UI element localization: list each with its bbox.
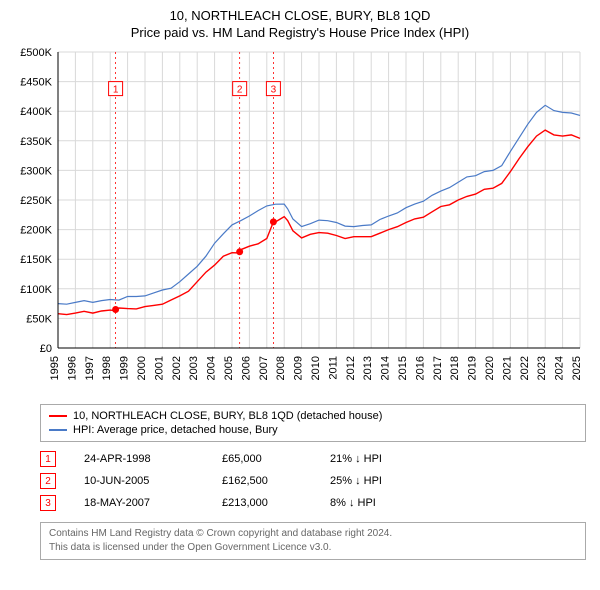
marker-badge-icon: 1 (40, 451, 56, 467)
svg-text:£0: £0 (40, 343, 52, 355)
chart-title: 10, NORTHLEACH CLOSE, BURY, BL8 1QD (0, 0, 600, 23)
svg-text:2001: 2001 (153, 356, 165, 380)
svg-text:2: 2 (237, 85, 243, 96)
svg-text:2009: 2009 (293, 356, 305, 380)
svg-text:2011: 2011 (327, 356, 339, 380)
footer-box: Contains HM Land Registry data © Crown c… (40, 522, 586, 560)
svg-text:£250K: £250K (20, 195, 52, 207)
legend-row: 10, NORTHLEACH CLOSE, BURY, BL8 1QD (det… (49, 409, 577, 423)
svg-text:2015: 2015 (397, 356, 409, 380)
svg-text:2022: 2022 (519, 356, 531, 380)
marker-price: £65,000 (222, 453, 302, 465)
svg-text:3: 3 (271, 85, 277, 96)
svg-text:£350K: £350K (20, 136, 52, 148)
svg-text:2002: 2002 (171, 356, 183, 380)
svg-text:1998: 1998 (101, 356, 113, 380)
chart-subtitle: Price paid vs. HM Land Registry's House … (0, 23, 600, 46)
legend-label: 10, NORTHLEACH CLOSE, BURY, BL8 1QD (det… (73, 410, 382, 422)
svg-text:2005: 2005 (223, 356, 235, 380)
svg-text:£200K: £200K (20, 225, 52, 237)
svg-text:2024: 2024 (554, 356, 566, 380)
svg-text:2008: 2008 (275, 356, 287, 380)
marker-pct: 21% ↓ HPI (330, 453, 420, 465)
svg-text:1996: 1996 (66, 356, 78, 380)
svg-text:£300K: £300K (20, 165, 52, 177)
svg-text:2014: 2014 (380, 356, 392, 380)
svg-text:2010: 2010 (310, 356, 322, 380)
svg-text:2012: 2012 (345, 356, 357, 380)
svg-text:£150K: £150K (20, 254, 52, 266)
marker-row: 1 24-APR-1998 £65,000 21% ↓ HPI (40, 448, 586, 470)
svg-text:£50K: £50K (26, 313, 52, 325)
legend-label: HPI: Average price, detached house, Bury (73, 424, 278, 436)
svg-text:2006: 2006 (240, 356, 252, 380)
legend-row: HPI: Average price, detached house, Bury (49, 423, 577, 437)
svg-text:£500K: £500K (20, 47, 52, 59)
chart-svg: 1 2 3 £0 £50K £100K £150K £200K £250K £300K £350K £… (10, 46, 590, 396)
svg-text:2021: 2021 (501, 356, 513, 380)
marker-price: £213,000 (222, 497, 302, 509)
svg-text:2020: 2020 (484, 356, 496, 380)
svg-text:2018: 2018 (449, 356, 461, 380)
svg-text:2007: 2007 (258, 356, 270, 380)
svg-text:2004: 2004 (206, 356, 218, 380)
svg-text:2000: 2000 (136, 356, 148, 380)
chart-container: 10, NORTHLEACH CLOSE, BURY, BL8 1QD Pric… (0, 0, 600, 590)
marker-row: 2 10-JUN-2005 £162,500 25% ↓ HPI (40, 470, 586, 492)
marker-badge-icon: 3 (40, 495, 56, 511)
marker-date: 18-MAY-2007 (84, 497, 194, 509)
legend-swatch-icon (49, 415, 67, 417)
marker-row: 3 18-MAY-2007 £213,000 8% ↓ HPI (40, 492, 586, 514)
marker-price: £162,500 (222, 475, 302, 487)
marker-date: 24-APR-1998 (84, 453, 194, 465)
legend-swatch-icon (49, 429, 67, 431)
svg-text:2016: 2016 (414, 356, 426, 380)
svg-text:1997: 1997 (84, 356, 96, 380)
svg-text:1: 1 (113, 85, 119, 96)
marker-table: 1 24-APR-1998 £65,000 21% ↓ HPI 2 10-JUN… (40, 448, 586, 514)
legend-box: 10, NORTHLEACH CLOSE, BURY, BL8 1QD (det… (40, 404, 586, 442)
svg-text:£100K: £100K (20, 284, 52, 296)
marker-badge-icon: 2 (40, 473, 56, 489)
svg-text:£450K: £450K (20, 77, 52, 89)
footer-line: Contains HM Land Registry data © Crown c… (49, 527, 577, 541)
marker-pct: 8% ↓ HPI (330, 497, 420, 509)
svg-text:2013: 2013 (362, 356, 374, 380)
svg-text:1999: 1999 (119, 356, 131, 380)
svg-text:£400K: £400K (20, 106, 52, 118)
marker-pct: 25% ↓ HPI (330, 475, 420, 487)
svg-text:1995: 1995 (49, 356, 61, 380)
svg-text:2019: 2019 (467, 356, 479, 380)
footer-line: This data is licensed under the Open Gov… (49, 541, 577, 555)
marker-date: 10-JUN-2005 (84, 475, 194, 487)
svg-text:2003: 2003 (188, 356, 200, 380)
svg-text:2025: 2025 (571, 356, 583, 380)
chart-plot-area: 1 2 3 £0 £50K £100K £150K £200K £250K £300K £350K £… (10, 46, 590, 396)
svg-text:2023: 2023 (536, 356, 548, 380)
svg-text:2017: 2017 (432, 356, 444, 380)
